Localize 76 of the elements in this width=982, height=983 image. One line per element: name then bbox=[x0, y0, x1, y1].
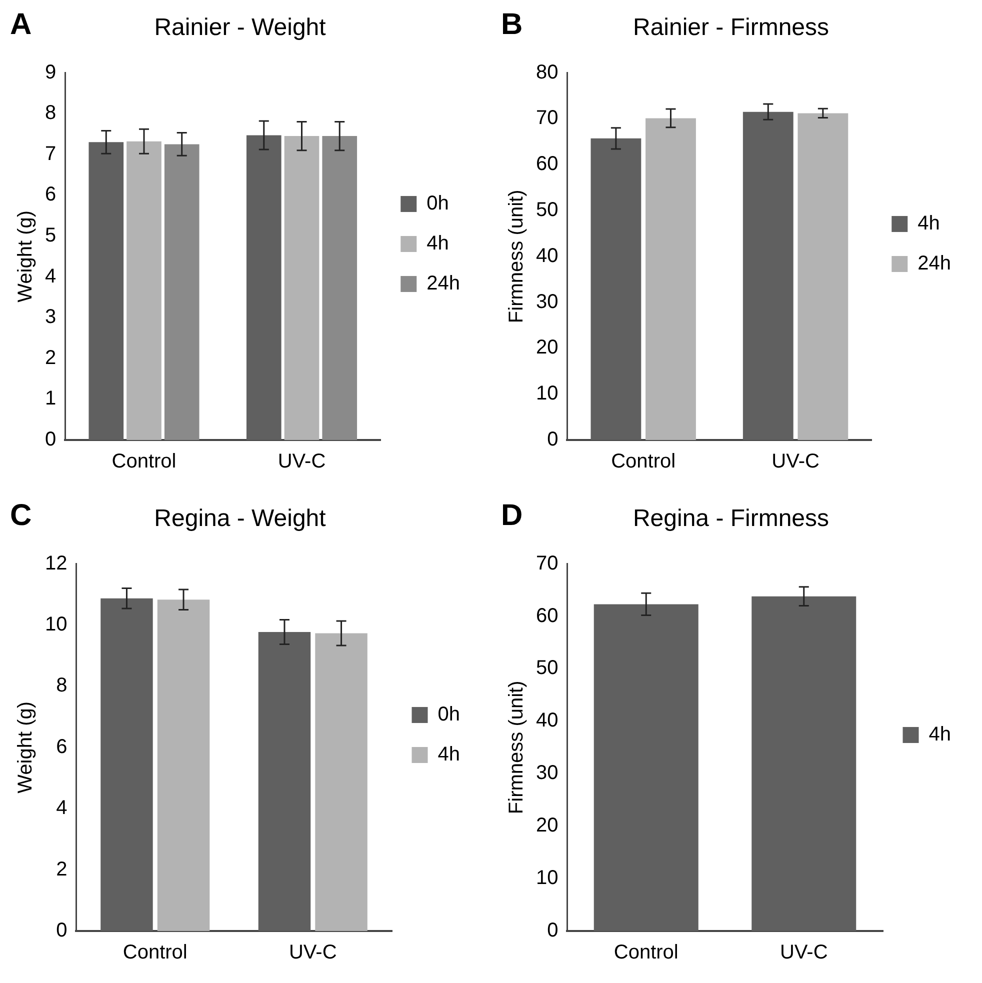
legend-label: 4h bbox=[426, 232, 449, 255]
y-tick-label: 30 bbox=[536, 290, 558, 313]
y-tick-label: 60 bbox=[536, 604, 558, 627]
y-tick-label: 70 bbox=[536, 107, 558, 130]
bar bbox=[646, 118, 696, 440]
y-tick-label: 4 bbox=[56, 797, 68, 820]
bar bbox=[164, 144, 200, 440]
bar bbox=[315, 633, 368, 931]
y-tick-label: 8 bbox=[45, 102, 56, 124]
y-tick-label: 9 bbox=[45, 61, 56, 84]
text: B bbox=[501, 8, 523, 42]
x-tick-label: Control bbox=[122, 942, 188, 964]
legend-label: 0h bbox=[438, 704, 460, 726]
x-tick-label: UV-C bbox=[780, 942, 828, 964]
y-tick-label: 10 bbox=[536, 382, 558, 405]
x-tick-label: UV-C bbox=[278, 450, 326, 473]
y-tick-label: 0 bbox=[56, 920, 68, 942]
legend-label: 0h bbox=[426, 192, 449, 215]
y-tick-label: 20 bbox=[536, 336, 558, 359]
y-tick-label: 0 bbox=[45, 428, 56, 451]
y-tick-label: 6 bbox=[45, 184, 56, 206]
y-tick-label: 0 bbox=[547, 920, 558, 942]
text: A bbox=[10, 8, 32, 42]
legend-label: 4h bbox=[928, 724, 952, 746]
y-tick-label: 12 bbox=[44, 552, 68, 574]
y-tick-label: 70 bbox=[536, 552, 558, 574]
y-tick-label: 20 bbox=[536, 814, 558, 837]
y-tick-label: 50 bbox=[536, 199, 558, 222]
y-axis-title: Weight (g) bbox=[14, 210, 37, 302]
y-tick-label: 1 bbox=[45, 388, 56, 410]
y-tick-label: 7 bbox=[45, 142, 56, 165]
x-tick-label: Control bbox=[112, 450, 176, 473]
y-tick-label: 8 bbox=[56, 674, 68, 697]
x-tick-label: Control bbox=[614, 942, 678, 964]
bar bbox=[100, 598, 153, 931]
bar bbox=[246, 135, 282, 440]
y-axis-title: Firmness (unit) bbox=[506, 680, 528, 814]
text: C bbox=[10, 499, 32, 533]
bar bbox=[284, 136, 320, 440]
x-tick-label: UV-C bbox=[288, 942, 337, 964]
y-tick-label: 6 bbox=[56, 736, 68, 758]
legend-label: 24h bbox=[426, 272, 460, 295]
y-tick-label: 3 bbox=[45, 306, 56, 328]
y-axis-title: Weight (g) bbox=[14, 701, 37, 794]
y-tick-label: 40 bbox=[536, 244, 558, 267]
legend-label: 24h bbox=[918, 252, 952, 275]
bar bbox=[798, 113, 848, 440]
x-tick-label: Control bbox=[611, 450, 676, 473]
bar bbox=[590, 138, 642, 440]
bar bbox=[742, 112, 794, 440]
bar bbox=[126, 141, 162, 440]
bar bbox=[157, 600, 210, 931]
y-tick-label: 50 bbox=[536, 657, 558, 680]
chart-title: Regina - Weight bbox=[154, 505, 326, 532]
y-tick-label: 80 bbox=[536, 61, 558, 84]
y-tick-label: 2 bbox=[56, 858, 68, 880]
chart-title: Regina - Firmness bbox=[632, 505, 830, 532]
y-tick-label: 0 bbox=[547, 428, 558, 451]
legend-label: 4h bbox=[438, 744, 460, 766]
y-tick-label: 60 bbox=[536, 153, 558, 176]
y-tick-label: 5 bbox=[45, 224, 56, 247]
chart-title: Rainier - Weight bbox=[154, 14, 326, 42]
y-tick-label: 30 bbox=[536, 762, 558, 784]
y-tick-label: 10 bbox=[536, 867, 558, 890]
bar bbox=[258, 632, 311, 931]
text: D bbox=[501, 499, 523, 533]
x-tick-label: UV-C bbox=[772, 450, 820, 473]
y-tick-label: 40 bbox=[536, 710, 558, 732]
y-tick-label: 4 bbox=[45, 265, 56, 288]
y-tick-label: 2 bbox=[45, 346, 56, 369]
bar bbox=[88, 142, 124, 440]
chart-title: Rainier - Firmness bbox=[632, 14, 830, 42]
y-tick-label: 10 bbox=[44, 614, 68, 636]
y-axis-title: Firmness (unit) bbox=[506, 190, 528, 324]
legend-label: 4h bbox=[918, 212, 940, 235]
bar bbox=[322, 136, 358, 440]
